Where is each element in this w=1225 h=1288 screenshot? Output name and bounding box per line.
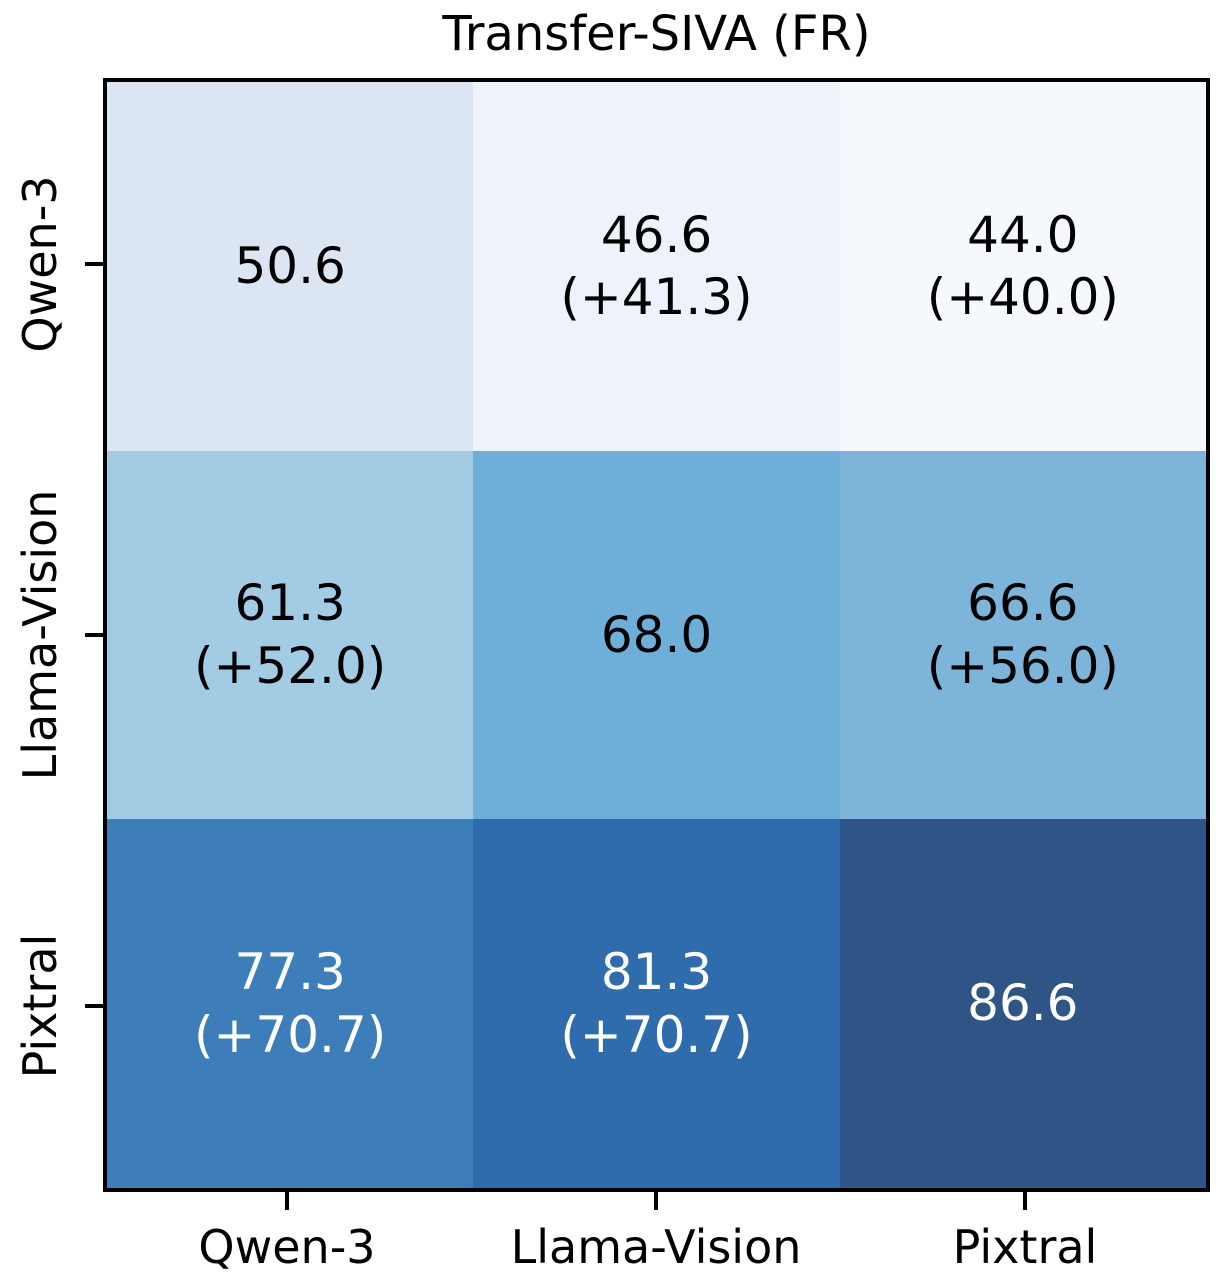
cell-value: 50.6 [234,237,346,296]
heatmap-cell: 77.3 (+70.7) [107,819,474,1188]
y-tick-label: Qwen-3 [13,175,67,353]
heatmap-cell: 44.0 (+40.0) [839,82,1206,451]
y-tick-label: Pixtral [13,933,67,1079]
cell-delta: (+40.0) [926,268,1119,327]
x-axis-tick [1023,1192,1027,1210]
cell-value: 46.6 [600,205,713,264]
cell-value: 81.3 [600,943,713,1002]
cell-value: 86.6 [967,974,1079,1033]
cell-delta: (+70.7) [560,1005,753,1064]
heatmap-cell: 81.3 (+70.7) [473,819,840,1188]
x-tick-label: Qwen-3 [198,1220,376,1274]
x-axis-tick [285,1192,289,1210]
cell-value: 44.0 [967,205,1079,264]
cell-delta: (+41.3) [560,268,753,327]
heatmap-cell: 68.0 [473,450,840,820]
y-axis-tick [85,262,103,266]
heatmap-cell: 61.3 (+52.0) [107,450,474,820]
cell-value: 77.3 [234,943,346,1002]
x-tick-label: Pixtral [952,1220,1098,1274]
x-tick-label: Llama-Vision [510,1220,802,1274]
cell-value: 66.6 [967,574,1079,633]
heatmap-cell: 46.6 (+41.3) [473,82,840,451]
cell-delta: (+52.0) [194,636,387,695]
y-axis-tick [85,633,103,637]
heatmap-cell: 50.6 [107,82,474,451]
x-axis-tick [654,1192,658,1210]
cell-value: 61.3 [234,574,346,633]
chart-title: Transfer-SIVA (FR) [442,6,871,62]
heatmap-grid: 50.6 46.6 (+41.3) 44.0 (+40.0) 61.3 (+52… [103,78,1210,1192]
y-tick-label: Llama-Vision [13,489,67,781]
cell-value: 68.0 [600,605,713,664]
heatmap-cell: 86.6 [839,819,1206,1188]
cell-delta: (+56.0) [926,636,1119,695]
y-axis-tick [85,1004,103,1008]
cell-delta: (+70.7) [194,1005,387,1064]
heatmap-cell: 66.6 (+56.0) [839,450,1206,820]
